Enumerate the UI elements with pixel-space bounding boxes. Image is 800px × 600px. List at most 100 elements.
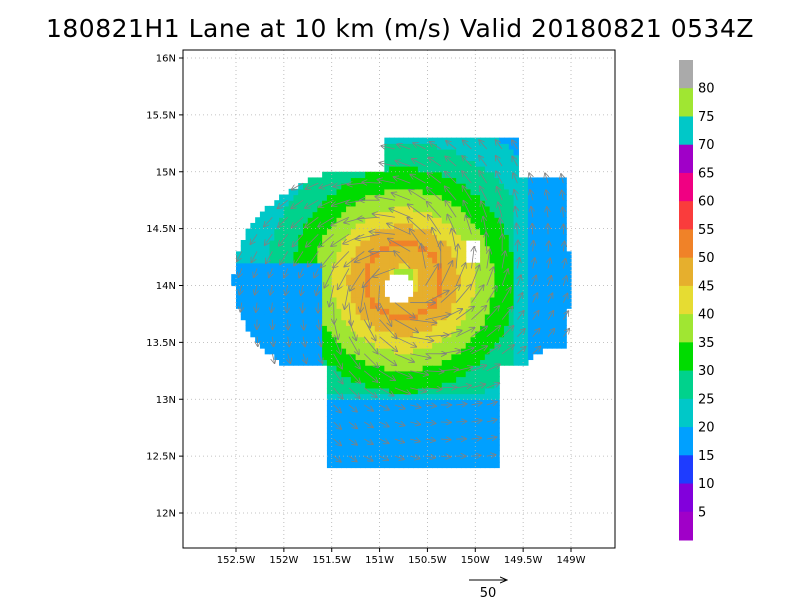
field-cell <box>499 177 505 184</box>
field-cell <box>346 171 352 179</box>
field-cell <box>460 211 467 218</box>
field-cell <box>240 257 247 264</box>
field-cell <box>312 348 318 355</box>
field-cell <box>331 353 338 361</box>
field-cell <box>283 353 290 361</box>
field-cell <box>456 194 462 201</box>
field-cell <box>269 296 275 304</box>
field-cell <box>283 205 290 213</box>
field-cell <box>499 319 505 326</box>
field-cell <box>446 325 452 332</box>
field-cell <box>446 353 452 361</box>
field-cell <box>403 302 409 309</box>
field-cell <box>374 370 381 378</box>
field-cell <box>437 365 443 372</box>
field-cell <box>331 439 338 446</box>
field-cell <box>384 416 390 423</box>
field-cell <box>255 228 261 235</box>
field-cell <box>341 439 347 446</box>
field-cell <box>504 194 510 201</box>
field-cell <box>408 376 414 383</box>
field-cell <box>355 240 362 247</box>
wind-vector <box>363 336 377 354</box>
field-cell <box>393 262 400 270</box>
field-cell <box>331 217 338 224</box>
field-cell <box>422 166 429 173</box>
field-cell <box>279 228 285 235</box>
field-cell <box>288 336 295 343</box>
field-cell <box>298 222 304 230</box>
field-cell <box>494 461 500 469</box>
field-cell <box>288 313 295 321</box>
field-cell <box>417 302 424 309</box>
field-cell <box>508 228 515 235</box>
wind-vector <box>239 285 241 295</box>
field-cell <box>355 331 362 338</box>
wind-vector <box>456 421 466 422</box>
field-cell <box>513 262 519 270</box>
field-cell <box>504 336 510 343</box>
field-cell <box>403 222 409 230</box>
field-cell <box>365 433 371 440</box>
field-cell <box>475 456 481 463</box>
field-cell <box>350 393 357 400</box>
chart-title: 180821H1 Lane at 10 km (m/s) Valid 20180… <box>46 14 754 43</box>
field-cell <box>494 296 500 304</box>
field-cell <box>432 302 438 309</box>
field-cell <box>389 245 395 252</box>
field-cell <box>403 166 409 173</box>
field-cell <box>542 302 548 309</box>
field-cell <box>542 285 548 292</box>
field-cell <box>489 154 496 161</box>
field-cell <box>379 387 385 395</box>
field-cell <box>393 154 400 161</box>
field-cell <box>561 251 567 258</box>
field-cell <box>279 325 285 332</box>
field-cell <box>489 319 496 326</box>
field-cell <box>322 217 328 224</box>
field-cell <box>398 302 405 309</box>
wind-vector <box>254 268 257 277</box>
wind-vector <box>451 229 457 252</box>
field-cell <box>437 257 443 264</box>
field-cell <box>422 410 429 417</box>
colorbar-swatch <box>679 285 693 315</box>
wind-vector <box>425 314 451 321</box>
field-cell <box>360 382 366 389</box>
field-cell <box>259 285 266 292</box>
field-cell <box>250 257 256 264</box>
field-cell <box>523 222 529 230</box>
field-cell <box>312 245 318 252</box>
field-cell <box>360 228 366 235</box>
field-cell <box>460 143 467 150</box>
field-cell <box>432 205 438 213</box>
field-cell <box>398 376 405 383</box>
field-cell <box>341 171 347 179</box>
field-cell <box>551 262 558 270</box>
field-cell <box>360 302 366 309</box>
field-cell <box>504 154 510 161</box>
field-cell <box>499 268 505 275</box>
field-cell <box>465 171 472 179</box>
field-cell <box>417 257 424 264</box>
field-cell <box>279 251 285 258</box>
field-cell <box>508 143 515 150</box>
field-cell <box>508 183 515 190</box>
field-cell <box>398 137 405 144</box>
field-cell <box>460 331 467 338</box>
field-cell <box>384 188 390 196</box>
field-cell <box>484 177 491 184</box>
field-cell <box>374 257 381 264</box>
field-cell <box>250 313 256 321</box>
field-cell <box>365 444 371 452</box>
field-cell <box>532 302 539 309</box>
field-cell <box>532 313 539 321</box>
field-cell <box>389 399 395 406</box>
field-cell <box>523 285 529 292</box>
field-cell <box>465 336 472 343</box>
field-cell <box>547 177 553 184</box>
field-cell <box>413 336 419 343</box>
field-cell <box>379 279 385 287</box>
field-cell <box>427 228 433 235</box>
wind-vector <box>251 251 258 262</box>
